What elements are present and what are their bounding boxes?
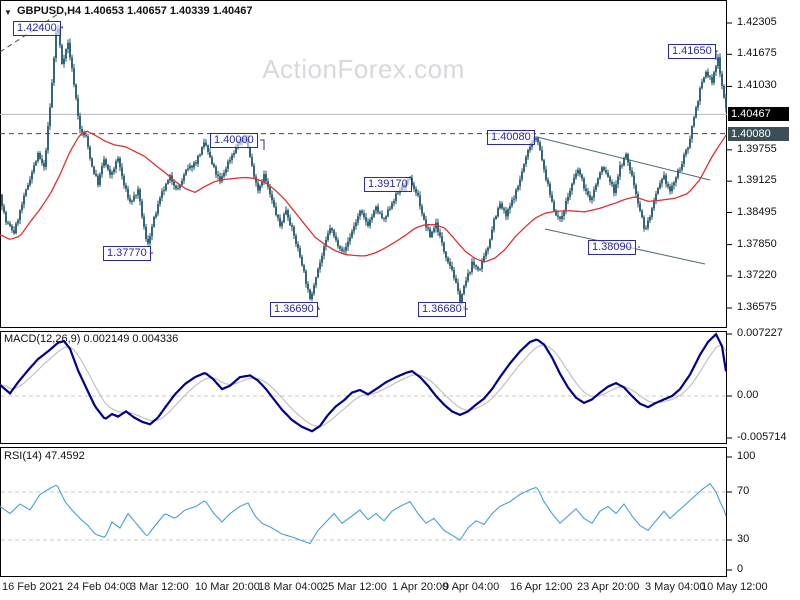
time-axis-label[interactable]: 24 Feb 04:00 — [67, 581, 132, 593]
price-annotation-1.36690[interactable]: 1.36690 — [270, 302, 318, 317]
price-axis-tick: 1.41030 — [737, 79, 777, 92]
time-axis-label[interactable]: 10 May 12:00 — [701, 581, 768, 593]
symbol-dropdown-icon[interactable]: ▼ — [4, 8, 12, 17]
price-annotation-1.36680[interactable]: 1.36680 — [418, 302, 466, 317]
watermark: ActionForex.com — [262, 54, 465, 84]
time-axis-label[interactable]: 1 Apr 20:00 — [392, 581, 449, 593]
price-annotation-1.42400[interactable]: 1.42400 — [13, 21, 61, 36]
rsi-indicator-label: RSI(14) 47.4592 — [4, 450, 85, 462]
macd-axis-tick: 0.00 — [737, 389, 759, 401]
price-axis-tick: 1.42305 — [737, 16, 777, 28]
price-axis-tick: 1.41675 — [737, 47, 777, 60]
rsi-axis-tick: 30 — [737, 533, 750, 545]
price-axis-tick: 1.39125 — [737, 174, 777, 187]
time-axis-label[interactable]: 16 Apr 12:00 — [510, 581, 573, 593]
time-axis-label[interactable]: 18 Mar 04:00 — [258, 581, 323, 593]
time-axis-label[interactable]: 9 Apr 04:00 — [443, 581, 500, 593]
price-axis-tick: 1.39755 — [737, 142, 777, 155]
price-axis-tick: 1.37850 — [737, 237, 777, 250]
time-axis-label[interactable]: 10 Mar 20:00 — [195, 581, 260, 593]
price-annotation-1.40080[interactable]: 1.40080 — [487, 130, 535, 145]
macd-axis-tick: -0.005714 — [737, 431, 787, 443]
macd-indicator-label: MACD(12,26,9) 0.002149 0.004336 — [4, 333, 179, 345]
time-axis-label[interactable]: 3 Mar 12:00 — [130, 581, 189, 593]
price-annotation-1.38090[interactable]: 1.38090 — [588, 240, 636, 255]
price-annotation-1.39170[interactable]: 1.39170 — [364, 177, 412, 192]
macd-axis-tick: 0.007227 — [737, 327, 783, 339]
time-axis-label[interactable]: 25 Mar 12:00 — [322, 581, 387, 593]
chart-title: GBPUSD,H4 1.40653 1.40657 1.40339 1.4046… — [17, 5, 253, 17]
time-axis-label[interactable]: 23 Apr 20:00 — [577, 581, 640, 593]
price-axis-tick: 1.37220 — [737, 268, 777, 281]
rsi-axis-tick: 100 — [737, 450, 756, 462]
price-axis-tick: 1.38495 — [737, 205, 777, 218]
price-badge-1.40080: 1.40080 — [728, 126, 789, 141]
price-annotation-1.37770[interactable]: 1.37770 — [103, 246, 151, 261]
price-axis-tick: 1.36575 — [737, 301, 777, 313]
time-axis-label[interactable]: 16 Feb 2021 — [2, 581, 64, 593]
rsi-axis-tick: 0 — [737, 563, 744, 575]
time-axis-label[interactable]: 3 May 04:00 — [645, 581, 706, 593]
price-badge-1.40467: 1.40467 — [728, 107, 789, 122]
price-annotation-1.40000[interactable]: 1.40000 — [210, 133, 258, 148]
rsi-axis-tick: 70 — [737, 485, 750, 497]
price-annotation-1.41650[interactable]: 1.41650 — [668, 44, 716, 59]
